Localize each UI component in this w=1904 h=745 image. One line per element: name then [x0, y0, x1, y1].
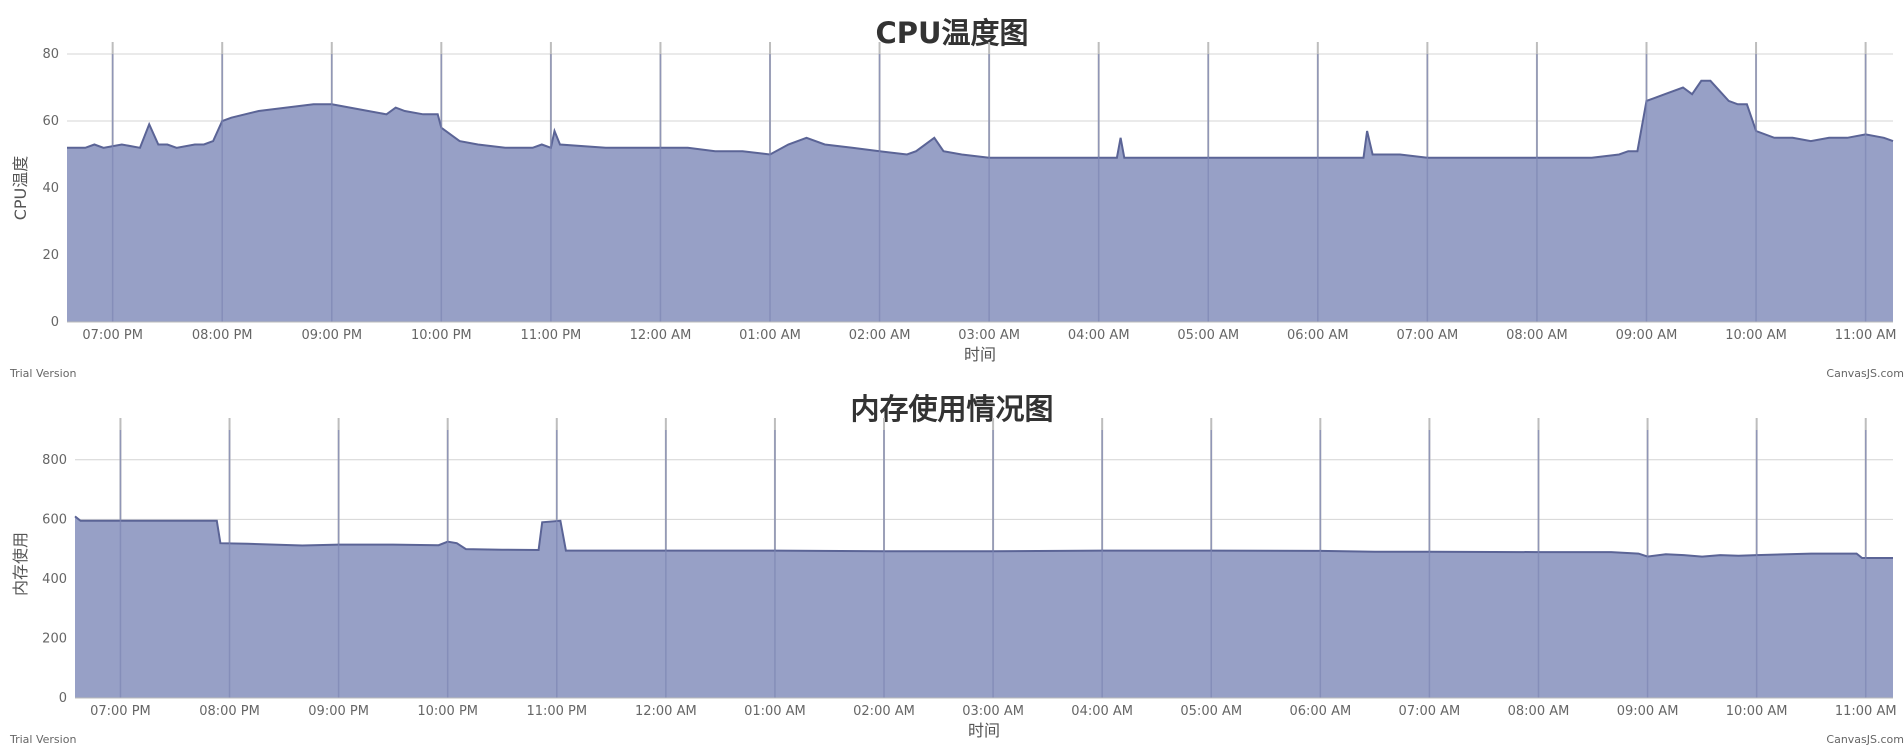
cpu-series-line[interactable]	[67, 79, 1894, 159]
cpu-temperature-chart: 0 20 40 60 80 07:00 PM 08:00 PM 09:00 PM 10:00 …	[11, 42, 1897, 364]
cpu-y-tick-label: 80	[42, 47, 59, 62]
cpu-y-tick-label: 0	[51, 315, 59, 330]
memory-x-tick-label: 04:00 AM	[1071, 704, 1133, 719]
cpu-x-tick-label: 07:00 AM	[1397, 328, 1459, 343]
cpu-x-tick-label: 11:00 PM	[521, 328, 582, 343]
cpu-x-tick-label: 08:00 PM	[192, 328, 253, 343]
cpu-y-tick-label: 40	[42, 181, 59, 196]
memory-trial-version-label: Trial Version	[10, 733, 77, 745]
memory-y-axis: 0 200 400 600 800	[42, 453, 67, 706]
canvasjs-credit-link[interactable]: CanvasJS.com	[1826, 367, 1904, 380]
memory-area-fill[interactable]	[75, 516, 1893, 698]
cpu-area-series[interactable]	[67, 54, 1894, 322]
memory-x-tick-label: 03:00 AM	[962, 704, 1024, 719]
memory-usage-chart-panel: 内存使用情况图 0 200 400 600 800 07:00 PM 08:00 PM 09…	[0, 378, 1904, 745]
memory-x-tick-label: 11:00 PM	[526, 704, 587, 719]
memory-x-axis-title: 时间	[968, 721, 1000, 740]
cpu-x-axis-title: 时间	[964, 345, 996, 364]
memory-x-tick-label: 07:00 AM	[1399, 704, 1461, 719]
memory-x-tick-label: 08:00 AM	[1508, 704, 1570, 719]
cpu-x-tick-label: 09:00 AM	[1616, 328, 1678, 343]
memory-canvasjs-credit-link[interactable]: CanvasJS.com	[1826, 733, 1904, 745]
memory-x-tick-label: 06:00 AM	[1289, 704, 1351, 719]
cpu-x-tick-label: 04:00 AM	[1068, 328, 1130, 343]
memory-x-tick-label: 07:00 PM	[90, 704, 151, 719]
cpu-x-tick-label: 08:00 AM	[1506, 328, 1568, 343]
cpu-x-tick-label: 01:00 AM	[739, 328, 801, 343]
memory-area-series[interactable]	[74, 430, 1893, 698]
memory-x-tick-label: 08:00 PM	[199, 704, 260, 719]
memory-y-tick-label: 200	[42, 631, 67, 646]
memory-y-tick-label: 0	[59, 691, 67, 706]
memory-x-axis: 07:00 PM 08:00 PM 09:00 PM 10:00 PM 11:00 PM…	[75, 697, 1897, 719]
trial-version-label: Trial Version	[10, 367, 77, 380]
memory-x-tick-label: 02:00 AM	[853, 704, 915, 719]
cpu-x-tick-label: 06:00 AM	[1287, 328, 1349, 343]
memory-x-tick-label: 05:00 AM	[1180, 704, 1242, 719]
memory-x-tick-label: 10:00 AM	[1726, 704, 1788, 719]
cpu-x-tick-label: 07:00 PM	[82, 328, 143, 343]
memory-series-line[interactable]	[74, 515, 1893, 559]
memory-x-tick-label: 09:00 PM	[308, 704, 369, 719]
memory-y-tick-label: 400	[42, 572, 67, 587]
memory-y-tick-label: 800	[42, 453, 67, 468]
cpu-x-axis: 07:00 PM 08:00 PM 09:00 PM 10:00 PM 11:00 PM…	[67, 321, 1897, 343]
cpu-y-tick-label: 60	[42, 114, 59, 129]
cpu-axis-titles: 时间 CPU温度	[11, 156, 996, 364]
cpu-y-axis: 0 20 40 60 80	[42, 47, 59, 330]
cpu-y-axis-title: CPU温度	[11, 156, 30, 221]
cpu-y-tick-label: 20	[42, 248, 59, 263]
memory-x-tick-label: 12:00 AM	[635, 704, 697, 719]
cpu-chart-title: CPU温度图	[875, 16, 1029, 50]
memory-x-tick-label: 11:00 AM	[1835, 704, 1897, 719]
cpu-temperature-chart-panel: CPU温度图 0 20 40 60 80 07:00 PM 08:00 PM 09:00 P…	[10, 16, 1904, 380]
memory-x-tick-label: 01:00 AM	[744, 704, 806, 719]
memory-x-tick-label: 09:00 AM	[1617, 704, 1679, 719]
cpu-x-tick-label: 09:00 PM	[301, 328, 362, 343]
cpu-x-tick-label: 03:00 AM	[958, 328, 1020, 343]
cpu-x-tick-label: 02:00 AM	[849, 328, 911, 343]
memory-axis-titles: 时间 内存使用	[11, 532, 1000, 740]
memory-usage-chart: 0 200 400 600 800 07:00 PM 08:00 PM 09:00 PM 10…	[11, 418, 1897, 740]
cpu-x-tick-label: 10:00 AM	[1725, 328, 1787, 343]
memory-y-axis-title: 内存使用	[11, 532, 30, 596]
cpu-x-tick-label: 10:00 PM	[411, 328, 472, 343]
cpu-x-tick-label: 12:00 AM	[630, 328, 692, 343]
memory-x-tick-label: 10:00 PM	[417, 704, 478, 719]
cpu-x-tick-label: 11:00 AM	[1835, 328, 1897, 343]
cpu-area-fill[interactable]	[67, 80, 1893, 322]
memory-y-tick-label: 600	[42, 512, 67, 527]
cpu-x-tick-label: 05:00 AM	[1177, 328, 1239, 343]
